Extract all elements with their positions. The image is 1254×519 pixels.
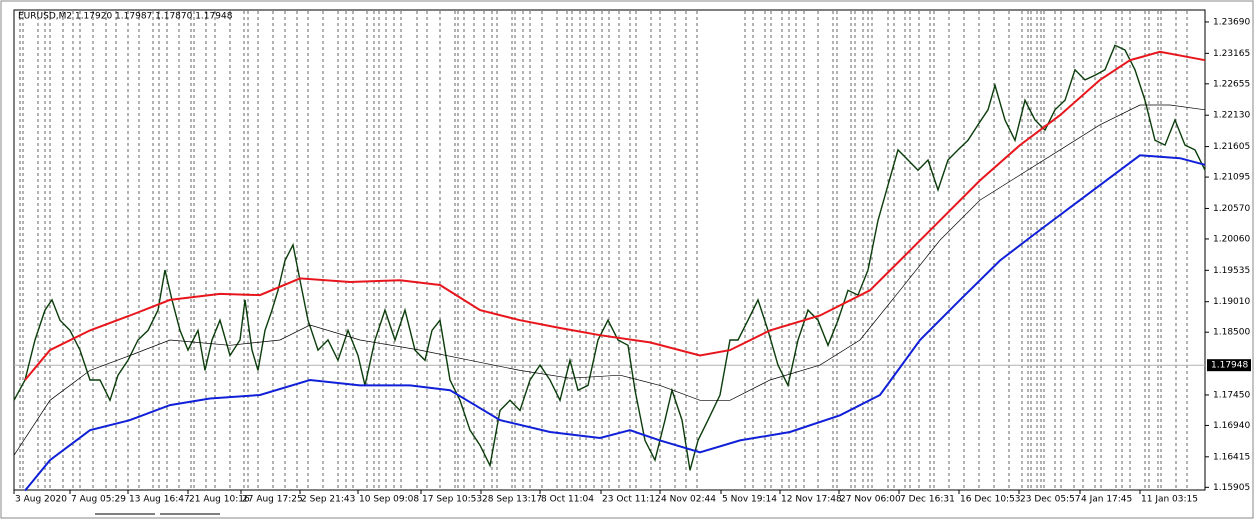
y-tick-label: 1.20060	[1213, 234, 1250, 244]
y-tick-label: 1.22655	[1213, 79, 1250, 89]
x-tick-label: 7 Dec 16:31	[900, 495, 955, 505]
current-price-label: 1.17948	[1211, 361, 1248, 371]
y-tick-label: 1.23165	[1213, 49, 1250, 59]
moving-average	[24, 154, 1206, 492]
x-tick-label: 2 Sep 21:43	[301, 495, 355, 505]
x-tick-label: 28 Sep 13:17	[482, 495, 542, 505]
y-tick-label: 1.23690	[1213, 17, 1250, 27]
x-tick-label: 27 Aug 17:25	[242, 495, 303, 505]
trade-markers	[19, 11, 1188, 489]
x-tick-label: 7 Aug 05:29	[71, 495, 126, 505]
y-tick-label: 1.22130	[1213, 111, 1250, 121]
y-tick-label: 1.15905	[1213, 483, 1250, 493]
x-tick-label: 23 Oct 11:12	[602, 495, 661, 505]
y-tick-label: 1.17450	[1213, 390, 1250, 400]
y-tick-label: 1.16415	[1213, 452, 1250, 462]
x-tick-label: 4 Nov 02:44	[661, 495, 716, 505]
x-tick-label: 10 Sep 09:08	[359, 495, 419, 505]
price-line	[13, 44, 1206, 471]
current-price-box	[1207, 359, 1251, 372]
x-tick-label: 3 Aug 2020	[15, 495, 67, 505]
plot-frame	[13, 9, 1206, 491]
y-tick-label: 1.21605	[1213, 142, 1250, 152]
x-tick-label: 8 Oct 11:04	[541, 495, 594, 505]
x-tick-label: 23 Dec 05:57	[1020, 495, 1081, 505]
x-tick-label: 16 Dec 10:53	[960, 495, 1021, 505]
x-tick-label: 21 Aug 10:16	[189, 495, 250, 505]
y-tick-label: 1.19535	[1213, 266, 1250, 276]
moving-average	[24, 50, 1206, 381]
y-tick-label: 1.16940	[1213, 421, 1250, 431]
y-tick-label: 1.19010	[1213, 297, 1250, 307]
chart-title: EURUSD,M2 1.17920 1.17987 1.17870 1.1794…	[18, 12, 233, 22]
y-tick-label: 1.21095	[1213, 173, 1250, 183]
x-tick-label: 12 Nov 17:48	[781, 495, 842, 505]
x-tick-label: 5 Nov 19:14	[722, 495, 777, 505]
y-tick-label: 1.20570	[1213, 204, 1250, 214]
x-tick-label: 11 Jan 03:15	[1141, 495, 1198, 505]
x-tick-label: 17 Sep 10:53	[422, 495, 482, 505]
x-tick-label: 13 Aug 16:47	[129, 495, 190, 505]
x-tick-label: 27 Nov 06:00	[840, 495, 901, 505]
moving-average	[13, 104, 1206, 456]
x-tick-label: 4 Jan 17:45	[1081, 495, 1132, 505]
y-tick-label: 1.18500	[1213, 328, 1250, 338]
